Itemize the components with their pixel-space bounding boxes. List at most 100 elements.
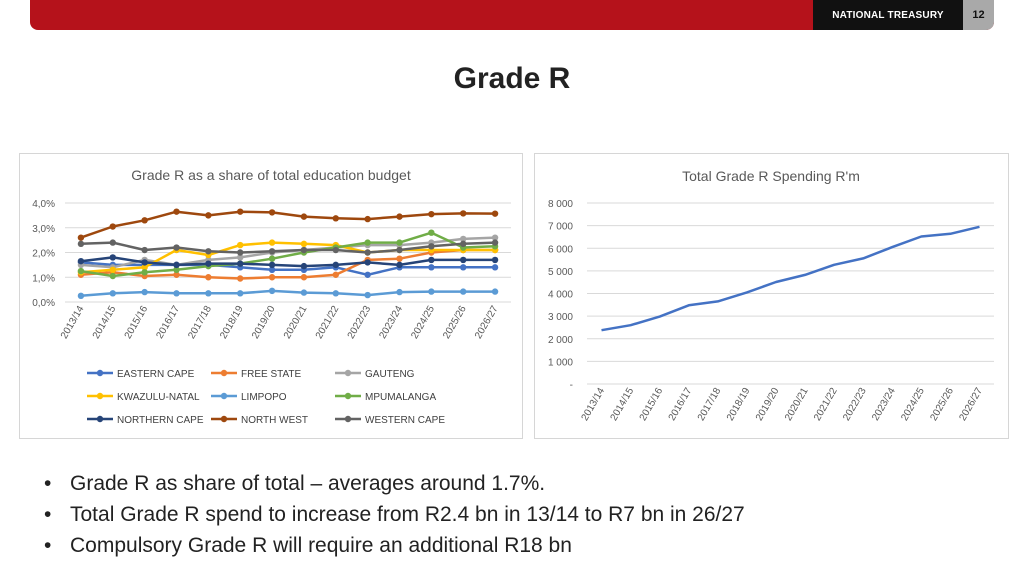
x-tick-label: 2015/16: [638, 386, 666, 423]
legend-label: FREE STATE: [241, 369, 302, 380]
legend-label: NORTHERN CAPE: [117, 415, 204, 426]
data-point: [77, 257, 85, 265]
x-tick-label: 2022/23: [841, 386, 869, 423]
data-point: [300, 274, 308, 281]
page-number: 12: [963, 0, 994, 30]
data-point: [141, 264, 148, 271]
data-point: [237, 290, 244, 297]
data-point: [109, 254, 116, 261]
data-point: [332, 215, 339, 222]
data-point: [428, 288, 435, 295]
data-point: [460, 256, 467, 264]
series-line: [80, 241, 496, 274]
x-tick-label: 2024/25: [409, 304, 437, 341]
data-point: [173, 290, 180, 297]
series-line: [80, 241, 496, 254]
data-point: [491, 239, 499, 246]
x-tick-label: 2018/19: [725, 386, 753, 423]
data-point: [428, 264, 435, 271]
data-point: [460, 235, 467, 243]
data-point: [491, 264, 499, 271]
spending-chart: Total Grade R Spending R'm - 1 000 2 000 3 0…: [548, 168, 994, 423]
data-point: [109, 239, 116, 246]
x-tick-label: 2023/24: [377, 304, 405, 341]
y-tick-label: 2,0%: [32, 249, 55, 260]
data-point: [396, 288, 403, 296]
page-title: Grade R: [453, 62, 571, 95]
data-point: [205, 212, 212, 219]
legend-marker: [220, 392, 228, 400]
data-point: [237, 260, 244, 267]
x-tick-label: 2015/16: [123, 304, 151, 341]
y-tick-label: 3 000: [548, 312, 573, 323]
x-tick-label: 2025/26: [441, 304, 469, 341]
share-chart: Grade R as a share of total education bu…: [32, 167, 511, 426]
chart-panel-spending: Total Grade R Spending R'm - 1 000 2 000 3 0…: [534, 153, 1009, 439]
x-tick-label: 2017/18: [186, 304, 214, 341]
data-point: [428, 210, 435, 218]
legend-marker: [220, 415, 228, 423]
data-point: [205, 290, 212, 297]
legend-label: GAUTENG: [365, 369, 415, 380]
data-point: [268, 248, 276, 255]
bullet-item: Total Grade R spend to increase from R2.…: [44, 499, 745, 530]
data-point: [364, 259, 371, 266]
data-point: [396, 261, 403, 269]
data-point: [396, 255, 403, 262]
data-point: [141, 288, 148, 296]
data-point: [268, 209, 276, 216]
x-tick-label: 2013/14: [59, 304, 87, 341]
data-point: [109, 223, 116, 230]
data-point: [460, 264, 467, 271]
data-point: [300, 240, 308, 248]
x-tick-label: 2017/18: [696, 386, 724, 423]
legend-marker: [344, 369, 352, 377]
legend-label: EASTERN CAPE: [117, 369, 195, 380]
data-point: [300, 262, 308, 270]
data-point: [364, 291, 371, 299]
y-tick-label: 1 000: [548, 357, 573, 368]
series-line: [80, 210, 496, 239]
data-point: [332, 271, 339, 278]
y-tick-label: 1,0%: [32, 273, 55, 284]
data-point: [109, 290, 116, 297]
data-point: [141, 259, 148, 266]
data-point: [77, 234, 85, 241]
legend-marker: [96, 392, 104, 400]
x-tick-label: 2021/22: [314, 304, 342, 341]
data-point: [364, 249, 371, 256]
data-point: [364, 215, 371, 223]
data-point: [109, 266, 116, 274]
series-line: [80, 256, 496, 268]
data-point: [205, 260, 212, 267]
x-tick-label: 2019/20: [754, 386, 782, 423]
bullet-list: Grade R as share of total – averages aro…: [44, 468, 745, 561]
x-tick-label: 2014/15: [609, 386, 637, 423]
series-line: [601, 225, 980, 332]
x-tick-label: 2016/17: [154, 304, 182, 341]
data-point: [237, 208, 244, 215]
data-point: [268, 261, 276, 269]
x-tick-label: 2025/26: [928, 386, 956, 423]
y-tick-label: 4,0%: [32, 199, 55, 210]
data-point: [460, 240, 467, 248]
x-tick-label: 2022/23: [346, 304, 374, 341]
chart-title: Total Grade R Spending R'm: [682, 168, 860, 184]
legend-label: MPUMALANGA: [365, 392, 436, 403]
data-point: [491, 234, 499, 241]
x-tick-label: 2018/19: [218, 304, 246, 341]
x-tick-label: 2016/17: [667, 386, 695, 423]
y-tick-label: 6 000: [548, 244, 573, 255]
data-point: [77, 240, 85, 248]
data-point: [332, 261, 339, 269]
series-line: [80, 248, 496, 280]
data-point: [173, 244, 180, 251]
data-point: [173, 266, 180, 274]
data-point: [396, 239, 403, 246]
x-tick-label: 2020/21: [282, 304, 310, 341]
data-point: [77, 267, 85, 275]
data-point: [300, 246, 308, 254]
legend-marker: [220, 369, 228, 377]
data-point: [491, 288, 499, 295]
series-line: [80, 231, 496, 278]
